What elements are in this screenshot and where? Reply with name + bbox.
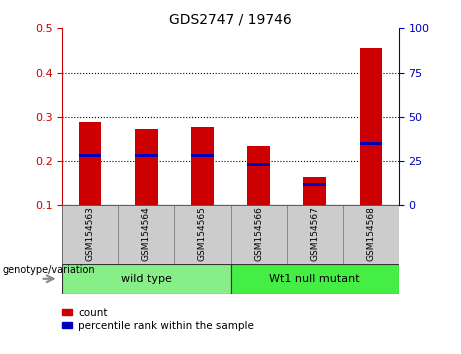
Text: GSM154567: GSM154567 <box>310 206 319 261</box>
Text: Wt1 null mutant: Wt1 null mutant <box>269 274 360 284</box>
Bar <box>118 205 174 264</box>
Bar <box>247 146 270 205</box>
Text: percentile rank within the sample: percentile rank within the sample <box>78 321 254 331</box>
Text: wild type: wild type <box>121 274 172 284</box>
Bar <box>343 205 399 264</box>
Bar <box>191 154 214 157</box>
Text: GSM154563: GSM154563 <box>86 206 95 261</box>
Bar <box>62 264 230 294</box>
Text: GDS2747 / 19746: GDS2747 / 19746 <box>169 12 292 27</box>
Bar <box>247 162 270 166</box>
Bar <box>303 183 326 185</box>
Bar <box>79 154 101 157</box>
Text: count: count <box>78 308 108 318</box>
Bar <box>135 154 158 157</box>
Bar <box>303 177 326 205</box>
Bar <box>360 142 382 145</box>
Bar <box>191 127 214 205</box>
Bar <box>230 205 287 264</box>
Bar <box>79 122 101 205</box>
Bar <box>230 264 399 294</box>
Text: GSM154565: GSM154565 <box>198 206 207 261</box>
Bar <box>62 205 118 264</box>
Text: GSM154568: GSM154568 <box>366 206 375 261</box>
Text: GSM154566: GSM154566 <box>254 206 263 261</box>
Bar <box>135 129 158 205</box>
Bar <box>287 205 343 264</box>
Bar <box>360 48 382 205</box>
Text: genotype/variation: genotype/variation <box>2 265 95 275</box>
Text: GSM154564: GSM154564 <box>142 206 151 261</box>
Bar <box>174 205 230 264</box>
